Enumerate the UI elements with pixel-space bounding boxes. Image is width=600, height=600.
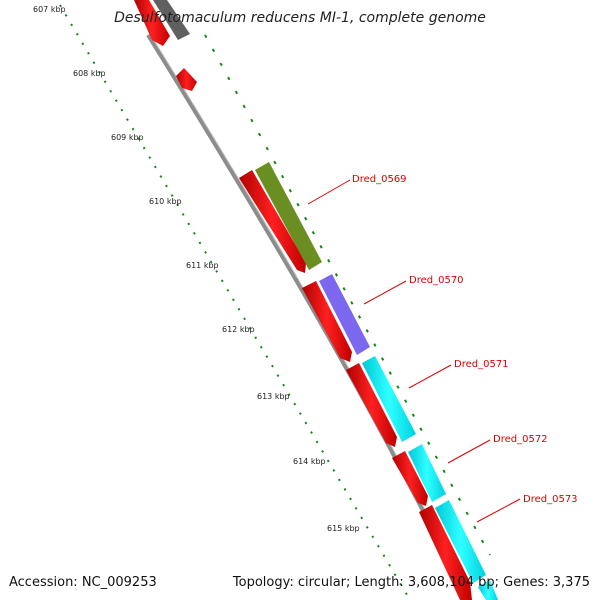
gene-label-leader	[307, 179, 351, 205]
cds-feature	[239, 170, 306, 273]
cds-feature	[134, 0, 170, 46]
cds-feature	[302, 281, 352, 362]
kbp-label: 608 kbp	[73, 69, 106, 78]
cog-feature-cyan	[408, 444, 446, 502]
gene-label-leader	[447, 439, 491, 464]
kbp-label: 615 kbp	[327, 524, 360, 533]
gene-label: Dred_0569	[352, 174, 407, 185]
cog-feature-cyan	[362, 356, 416, 442]
gene-label-leader	[476, 498, 521, 523]
kbp-label: 611 kbp	[186, 261, 219, 270]
cds-feature	[392, 451, 428, 506]
kbp-label: 607 kbp	[33, 5, 66, 14]
gc-track-inner	[59, 4, 411, 600]
kbp-label: 614 kbp	[293, 457, 326, 466]
gray-feature	[153, 0, 190, 40]
cds-feature	[176, 68, 197, 91]
kbp-label: 612 kbp	[222, 325, 255, 334]
gc-track-outer	[204, 34, 491, 556]
cog-feature-cyan	[478, 580, 498, 600]
gene-label-leader	[408, 364, 452, 389]
gene-label: Dred_0573	[523, 494, 578, 505]
accession-text: Accession: NC_009253	[9, 575, 157, 590]
gene-label: Dred_0570	[409, 275, 464, 286]
cog-feature-cyan	[435, 500, 486, 583]
gene-label: Dred_0572	[493, 434, 548, 445]
kbp-label: 609 kbp	[111, 133, 144, 142]
cog-feature-olive	[255, 162, 322, 270]
gene-label-leader	[363, 280, 407, 305]
genome-stats-text: Topology: circular; Length: 3,608,104 bp…	[232, 575, 590, 590]
kbp-label: 613 kbp	[257, 392, 290, 401]
cds-feature	[419, 505, 472, 600]
gene-label: Dred_0571	[454, 359, 509, 370]
genome-backbone	[146, 33, 470, 600]
kbp-label: 610 kbp	[149, 197, 182, 206]
cds-feature	[346, 363, 397, 447]
cog-feature-purple	[319, 274, 370, 355]
map-title: Desulfotomaculum reducens MI-1, complete…	[114, 10, 486, 26]
